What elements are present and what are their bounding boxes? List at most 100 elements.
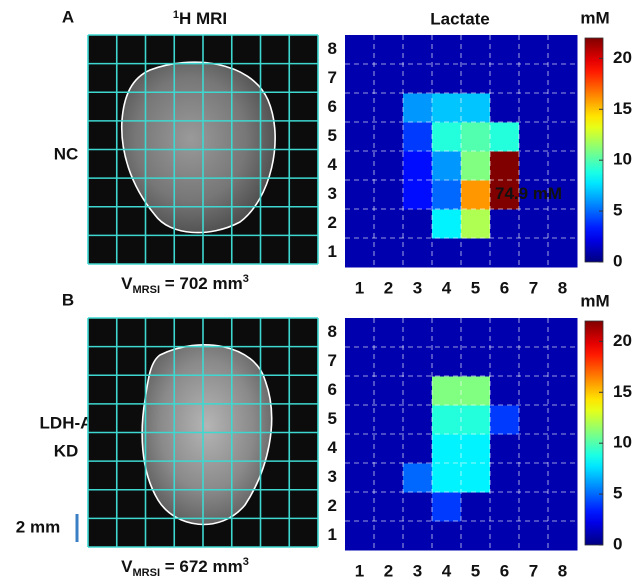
heatmap-cell — [461, 93, 491, 123]
y-tick-label: 2 — [328, 213, 337, 232]
heatmap-cell — [374, 151, 404, 181]
colorbar-tick-label: 5 — [613, 201, 622, 220]
heatmap-cell — [490, 180, 520, 210]
heatmap-cell — [519, 180, 549, 210]
panel-label: A — [62, 7, 74, 26]
heatmap-cell — [519, 64, 549, 94]
heatmap-cell — [432, 434, 462, 464]
mri-title-sup: 1 — [173, 9, 179, 21]
heatmap-cell — [519, 238, 549, 268]
heatmap-cell — [519, 376, 549, 406]
y-tick-label: 8 — [328, 39, 337, 58]
heatmap-cell — [490, 35, 520, 65]
volume-subscript: MRSI — [133, 284, 161, 296]
heatmap-cell — [461, 376, 491, 406]
heatmap-cell — [519, 151, 549, 181]
colorbar-tick-label: 20 — [613, 48, 632, 67]
heatmap-cell — [490, 122, 520, 152]
volume-symbol: V — [121, 557, 133, 576]
heatmap-cell — [345, 405, 375, 435]
heatmap-cell — [403, 64, 433, 94]
colorbar-tick-label: 20 — [613, 331, 632, 350]
y-tick-label: 8 — [328, 322, 337, 341]
heatmap-cell — [519, 463, 549, 493]
panel-label: B — [62, 290, 74, 309]
colorbar-label: mM — [580, 291, 609, 310]
heatmap-cell — [461, 434, 491, 464]
row-label: KD — [54, 441, 79, 460]
colorbar-label: mM — [580, 8, 609, 27]
x-tick-label: 7 — [529, 561, 538, 580]
y-tick-label: 1 — [328, 525, 337, 544]
x-tick-label: 6 — [500, 278, 509, 297]
row-label: NC — [54, 144, 79, 163]
colorbar-tick-label: 15 — [613, 99, 632, 118]
mri-title: 1H MRI — [173, 9, 227, 29]
x-tick-label: 5 — [471, 278, 480, 297]
x-tick-label: 1 — [355, 278, 364, 297]
x-tick-label: 3 — [413, 278, 422, 297]
heatmap-cell — [374, 209, 404, 239]
heatmap-cell — [548, 492, 578, 522]
heatmap-cell — [461, 180, 491, 210]
heatmap-cell — [345, 209, 375, 239]
y-tick-label: 6 — [328, 380, 337, 399]
heatmap-cell — [345, 347, 375, 377]
y-tick-label: 6 — [328, 97, 337, 116]
heatmap-cell — [432, 93, 462, 123]
x-tick-label: 6 — [500, 561, 509, 580]
heatmap-cell — [490, 64, 520, 94]
heatmap-cell — [461, 405, 491, 435]
colorbar-tick-label: 0 — [613, 251, 622, 270]
colorbar-tick-label: 10 — [613, 433, 632, 452]
heatmap-cell — [374, 376, 404, 406]
heatmap-cell — [345, 151, 375, 181]
heatmap-cell — [548, 238, 578, 268]
heatmap-cell — [374, 93, 404, 123]
heatmap-cell — [490, 318, 520, 348]
heatmap-cell — [403, 35, 433, 65]
volume-symbol: V — [121, 274, 133, 293]
heatmap-cell — [345, 434, 375, 464]
volume-label: VMRSI = 702 mm3 — [121, 273, 249, 296]
heatmap-cell — [345, 521, 375, 551]
colorbar — [584, 37, 604, 263]
heatmap-cell — [432, 151, 462, 181]
heatmap-cell — [432, 521, 462, 551]
heatmap-cell — [461, 151, 491, 181]
heatmap-cell — [345, 122, 375, 152]
heatmap-cell — [490, 521, 520, 551]
heatmap-cell — [432, 122, 462, 152]
heatmap-cell — [548, 463, 578, 493]
heatmap-cell — [345, 64, 375, 94]
y-tick-label: 5 — [328, 409, 337, 428]
heatmap-cell — [461, 347, 491, 377]
x-tick-label: 4 — [442, 278, 452, 297]
x-tick-label: 8 — [558, 278, 567, 297]
heatmap-cell — [403, 122, 433, 152]
heatmap-cell — [548, 209, 578, 239]
heatmap-cell — [432, 492, 462, 522]
y-tick-label: 3 — [328, 467, 337, 486]
heatmap-cell — [432, 318, 462, 348]
heatmap-cell — [548, 35, 578, 65]
colorbar — [584, 320, 604, 546]
heatmap-cell — [548, 521, 578, 551]
annotation: 74.9 mM — [495, 184, 562, 203]
heatmap-cell — [490, 93, 520, 123]
heatmap-cell — [490, 492, 520, 522]
heatmap-cell — [548, 122, 578, 152]
heatmap-cell — [403, 463, 433, 493]
heatmap-cell — [461, 64, 491, 94]
x-tick-label: 1 — [355, 561, 364, 580]
heatmap-cell — [519, 405, 549, 435]
colorbar-tick-label: 10 — [613, 150, 632, 169]
heatmap-cell — [548, 376, 578, 406]
heatmap-cell — [548, 64, 578, 94]
x-tick-label: 2 — [384, 278, 393, 297]
heatmap-cell — [519, 492, 549, 522]
x-tick-label: 5 — [471, 561, 480, 580]
x-tick-label: 8 — [558, 561, 567, 580]
heatmap-cell — [490, 209, 520, 239]
